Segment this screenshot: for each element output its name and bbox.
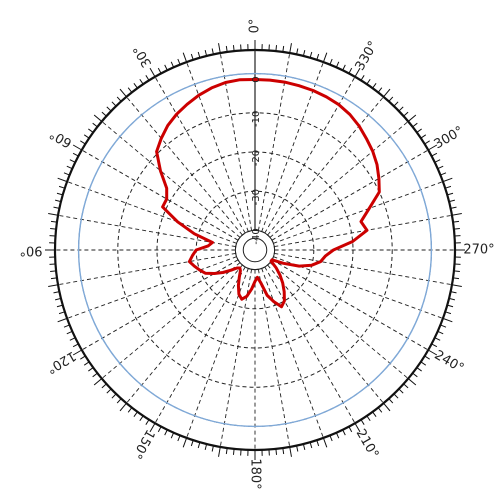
angle-tick-label: 60°	[47, 126, 74, 151]
angle-tick-label: 210°	[353, 427, 382, 462]
angle-grid-spoke	[126, 96, 243, 236]
angle-tick-label: 90°	[19, 243, 42, 258]
angle-grid-spoke	[154, 266, 246, 424]
angle-grid-spoke	[269, 121, 409, 238]
radial-tick-label: 0	[251, 76, 262, 82]
angle-grid-spoke	[186, 61, 249, 232]
angle-minor-tick	[149, 422, 156, 433]
angle-tick-label: 150°	[129, 427, 158, 462]
angle-minor-tick	[407, 114, 417, 122]
angle-minor-tick	[48, 284, 59, 287]
angle-tick-label: 30°	[131, 42, 156, 69]
radial-tick-label: -20	[251, 150, 262, 166]
angle-grid-spoke	[101, 262, 241, 379]
angle-minor-tick	[427, 144, 438, 151]
angle-grid-spoke	[101, 121, 241, 238]
angle-minor-tick	[451, 213, 462, 216]
angle-grid-spoke	[267, 264, 384, 404]
angle-grid-spoke	[271, 259, 429, 351]
angle-minor-tick	[149, 67, 156, 78]
pattern-series-line	[155, 78, 381, 309]
angle-minor-tick	[93, 114, 103, 122]
angle-minor-tick	[57, 317, 68, 323]
angle-tick-label: 180°	[248, 458, 263, 489]
angle-minor-tick	[442, 317, 453, 323]
angle-minor-tick	[119, 402, 127, 412]
angle-grid-spoke	[57, 252, 236, 286]
angle-minor-tick	[322, 52, 328, 63]
angle-minor-tick	[354, 422, 361, 433]
angle-grid-spoke	[186, 268, 249, 439]
angle-minor-tick	[407, 378, 417, 386]
angle-grid-spoke	[274, 214, 453, 248]
angle-minor-tick	[289, 43, 292, 54]
angle-minor-tick	[48, 213, 59, 216]
angle-grid-spoke	[66, 256, 237, 319]
radial-tick-labels: 0 -10 -20 -30 -40	[251, 76, 262, 244]
angle-grid-spoke	[271, 149, 429, 241]
angle-tick-label: 330°	[353, 39, 382, 74]
angle-minor-tick	[442, 177, 453, 183]
reference-circle	[77, 72, 433, 428]
angle-minor-tick	[383, 88, 391, 98]
angle-minor-tick	[93, 378, 103, 386]
angle-minor-tick	[218, 446, 221, 457]
radial-tick-label: -10	[251, 111, 262, 127]
angle-grid-spoke	[57, 214, 236, 248]
angle-grid-spoke	[261, 268, 324, 439]
angle-minor-tick	[451, 284, 462, 287]
angle-grid-spoke	[66, 181, 237, 244]
angle-minor-tick	[383, 402, 391, 412]
angle-grid-spoke	[267, 96, 384, 236]
angle-grid-spokes	[55, 50, 455, 450]
angle-minor-tick	[72, 349, 83, 356]
angle-minor-tick	[72, 144, 83, 151]
radial-tick-label: -40	[251, 228, 262, 244]
angle-minor-tick	[182, 437, 188, 448]
angle-tick-label: 0°	[248, 19, 263, 34]
angle-tick-label: 120°	[44, 348, 79, 377]
angle-grid-spoke	[154, 76, 246, 234]
angle-grid-spoke	[264, 76, 356, 234]
angle-minor-tick	[289, 446, 292, 457]
angle-grid-spoke	[269, 262, 409, 379]
angle-grid-spoke	[257, 269, 291, 448]
angle-grid-spoke	[81, 149, 239, 241]
angle-grid-spoke	[264, 266, 356, 424]
angle-grid-spoke	[126, 264, 243, 404]
pattern-series	[155, 78, 381, 309]
angle-minor-tick	[57, 177, 68, 183]
angle-grid-spoke	[274, 252, 453, 286]
angle-tick-labels: 0° 30° 60° 90° 120° 150° 180° 210° 240° 270° 300° 3…	[19, 19, 494, 490]
angle-tick-label: 240°	[432, 348, 467, 377]
angle-minor-tick	[182, 52, 188, 63]
angle-minor-tick	[119, 88, 127, 98]
angle-tick-label: 300°	[432, 124, 467, 153]
angle-grid-spoke	[219, 269, 253, 448]
angle-tick-label: 270°	[463, 243, 494, 258]
angle-minor-tick	[354, 67, 361, 78]
inner-grid-ring	[242, 237, 268, 263]
radial-tick-label: -30	[251, 189, 262, 205]
reference-level-circle	[77, 72, 433, 428]
angle-minor-tick	[427, 349, 438, 356]
angle-minor-tick	[322, 437, 328, 448]
angle-minor-tick	[218, 43, 221, 54]
angle-grid-spoke	[273, 181, 444, 244]
